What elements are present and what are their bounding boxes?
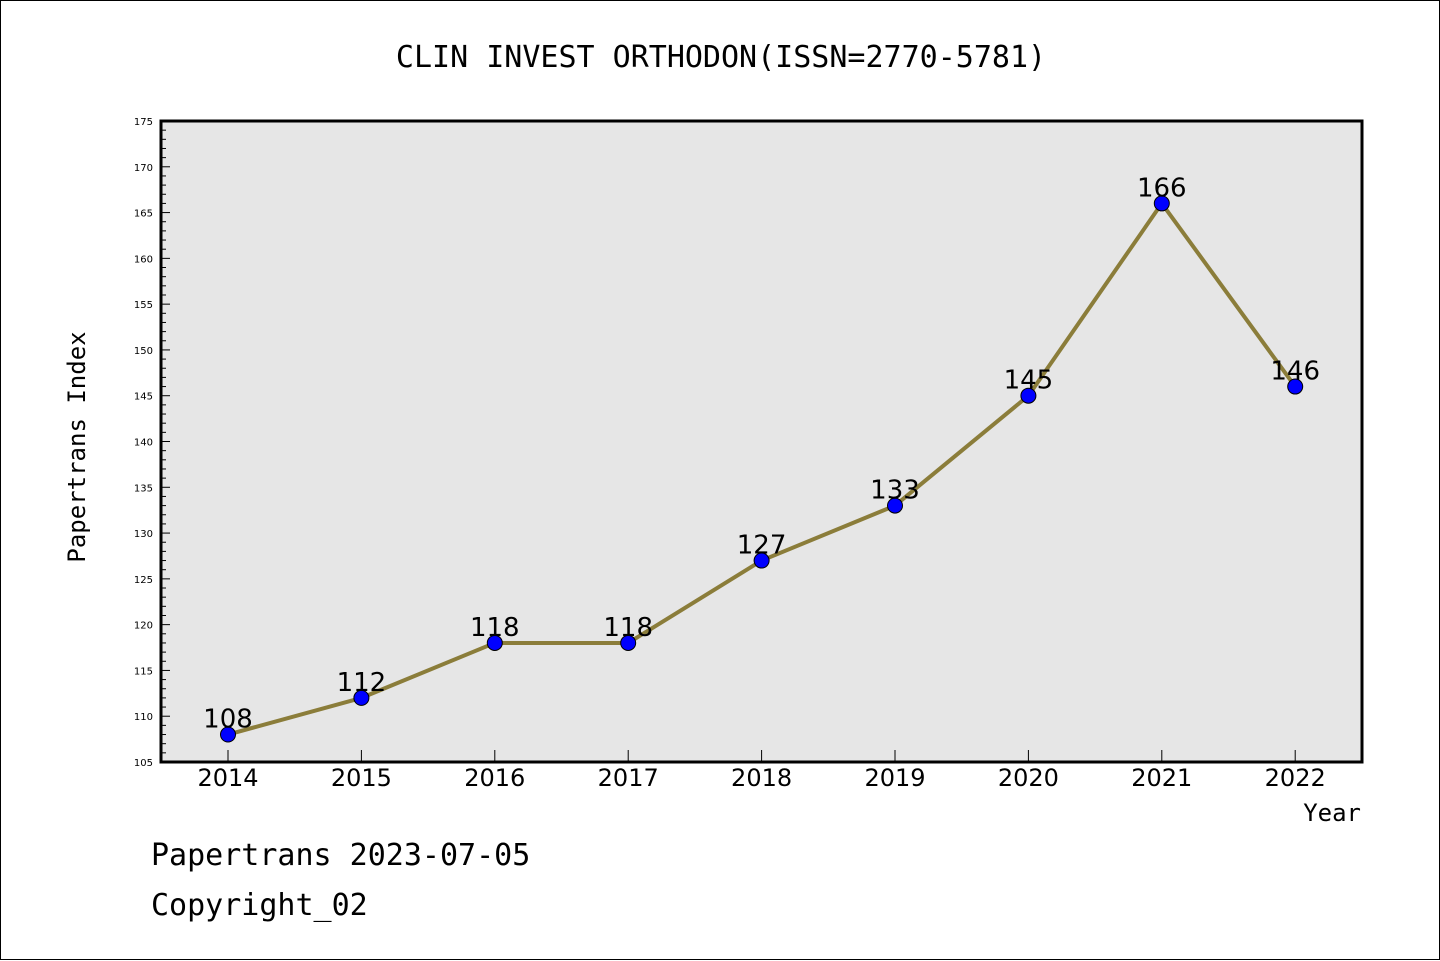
y-tick-label: 175 [134,117,153,128]
y-axis: 105 110 115 120 125 130 135 140 145 150 155 160 165 1… [134,117,170,769]
x-tick-label: 2021 [1131,764,1192,792]
footer-source: Papertrans 2023-07-05 [151,838,530,873]
x-tick-label: 2014 [197,764,258,792]
data-label: 145 [1004,366,1054,396]
data-point [220,726,236,743]
y-tick-label: 140 [134,438,153,449]
chart-title: CLIN INVEST ORTHODON(ISSN=2770-5781) [396,40,1046,75]
data-label: 166 [1137,173,1187,203]
data-label: 118 [470,613,520,643]
y-tick-label: 120 [134,621,153,632]
data-label: 133 [870,476,920,506]
y-axis-label: Papertrans Index [63,331,91,562]
data-point [486,634,503,651]
data-point [753,552,770,569]
data-label: 127 [737,531,787,561]
y-tick-label: 145 [134,392,153,403]
y-tick-label: 125 [134,575,153,586]
data-point [620,634,637,651]
x-tick-label: 2015 [331,764,392,792]
footer-copyright: Copyright_02 [151,888,368,923]
plot-border [159,119,1364,764]
data-point [1020,387,1037,404]
data-label: 112 [337,668,387,698]
y-tick-label: 150 [134,346,153,357]
x-axis: 2014 2015 2016 2017 2018 2019 2020 2021 2022 [197,750,1326,792]
data-label: 108 [203,705,253,735]
y-tick-label: 105 [134,758,153,769]
data-labels: 108 112 118 118 127 133 145 166 146 [203,173,1320,734]
data-label: 118 [603,613,653,643]
data-label: 146 [1270,357,1320,387]
y-tick-label: 170 [134,163,153,174]
x-tick-label: 2020 [998,764,1059,792]
plot-area [161,121,1362,762]
data-point [353,689,370,706]
y-tick-label: 115 [134,666,153,677]
x-tick-label: 2016 [464,764,525,792]
data-point [887,497,903,514]
x-tick-label: 2018 [731,764,792,792]
x-tick-label: 2017 [598,764,659,792]
x-axis-label: Year [1303,799,1361,827]
data-point [1153,195,1170,212]
y-tick-label: 110 [134,712,153,723]
y-tick-label: 160 [134,254,153,265]
x-tick-label: 2022 [1265,764,1326,792]
y-tick-label: 155 [134,300,153,311]
series-markers [220,195,1304,743]
data-point [1287,378,1304,395]
y-tick-label: 165 [134,209,153,220]
x-tick-label: 2019 [864,764,925,792]
y-tick-label: 135 [134,483,153,494]
y-tick-label: 130 [134,529,153,540]
